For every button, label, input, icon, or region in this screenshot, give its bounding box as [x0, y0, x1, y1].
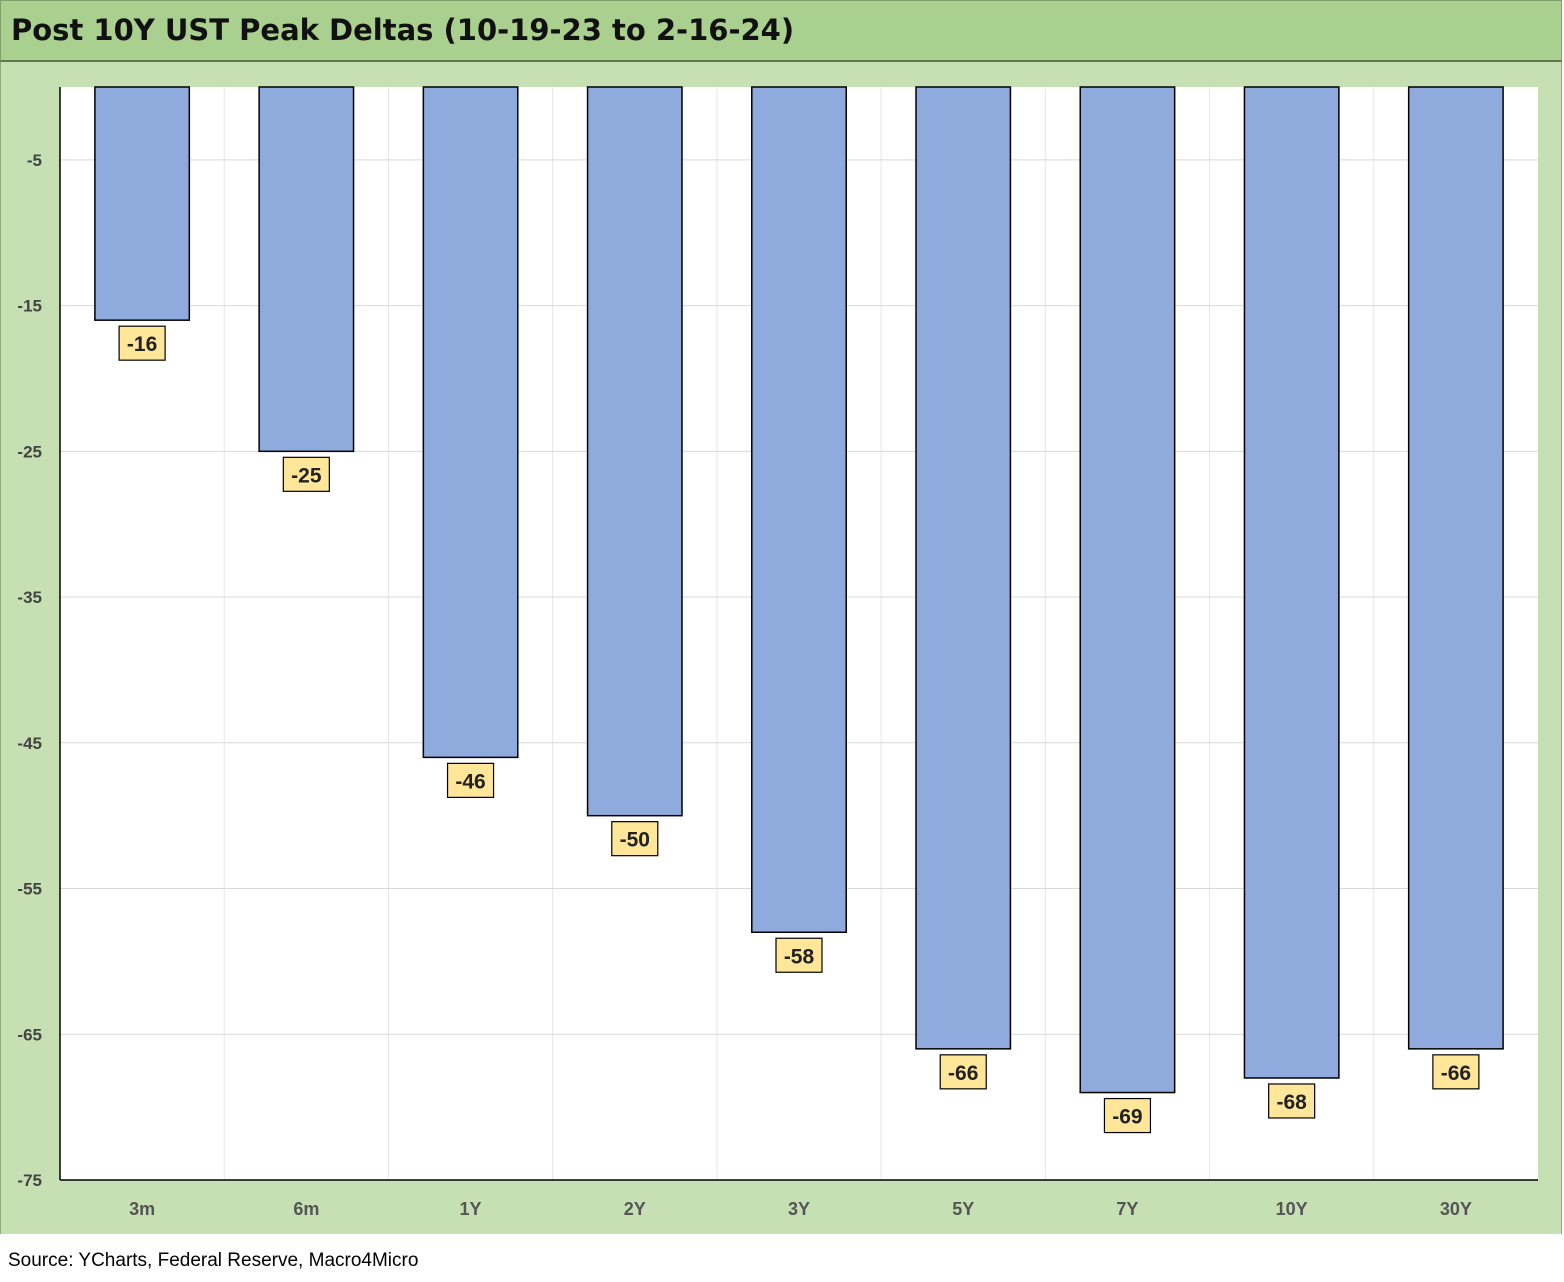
chart-title: Post 10Y UST Peak Deltas (10-19-23 to 2-…: [11, 13, 795, 47]
bar-2Y: [586, 86, 683, 817]
data-label-box: [282, 456, 330, 492]
y-axis: -5 -15 -25 -35 -45 -55 -65 -75: [17, 87, 1538, 1190]
data-label-3m: -16: [118, 325, 166, 361]
x-tick-label: 2Y: [624, 1199, 646, 1219]
x-axis: 3m 6m 1Y 2Y 3Y 5Y 7Y 10Y 30Y: [129, 1199, 1472, 1219]
data-labels: -16 -25 -46 -50 -58 -66 -69 -68 -66: [118, 325, 1480, 1134]
x-tick-label: 1Y: [460, 1199, 482, 1219]
data-label-box: [1103, 1097, 1152, 1134]
data-label-box: [939, 1054, 987, 1090]
bar-30Y: [1407, 86, 1504, 1050]
data-label-7Y: -69: [1103, 1097, 1152, 1134]
data-label-text: -68: [1276, 1091, 1307, 1114]
x-tick-label: 10Y: [1276, 1199, 1308, 1219]
y-tick-label: -35: [17, 588, 42, 607]
data-label-box: [1268, 1083, 1316, 1119]
data-label-2Y: -50: [611, 821, 659, 857]
bar-3Y: [751, 86, 847, 934]
data-label-30Y: -66: [1432, 1054, 1480, 1090]
data-label-box: [446, 762, 495, 798]
y-tick-label: -15: [17, 297, 42, 316]
bar-1Y: [422, 86, 519, 759]
data-label-box: [611, 821, 659, 857]
y-tick-label: -45: [17, 734, 42, 753]
bar-3m: [94, 86, 191, 321]
x-tick-label: 6m: [293, 1199, 319, 1219]
data-label-box: [775, 937, 823, 973]
data-label-box: [118, 325, 166, 361]
bar-5Y: [915, 86, 1012, 1050]
data-label-text: -16: [127, 333, 157, 356]
data-label-text: -66: [1441, 1062, 1471, 1085]
data-label-10Y: -68: [1268, 1083, 1316, 1119]
data-label-text: -69: [1112, 1106, 1142, 1129]
data-label-text: -66: [948, 1062, 978, 1085]
x-tick-label: 30Y: [1440, 1199, 1472, 1219]
x-tick-label: 7Y: [1116, 1199, 1138, 1219]
data-label-text: -50: [620, 829, 650, 852]
y-tick-label: -75: [17, 1171, 42, 1190]
y-tick-label: -55: [17, 880, 42, 899]
data-label-text: -25: [291, 464, 322, 487]
x-tick-label: 3Y: [788, 1199, 810, 1219]
data-label-1Y: -46: [446, 762, 495, 798]
x-tick-label: 3m: [129, 1199, 155, 1219]
y-tick-label: -65: [17, 1025, 42, 1044]
data-label-5Y: -66: [939, 1054, 987, 1090]
bar-10Y: [1243, 86, 1340, 1079]
title-bar: Post 10Y UST Peak Deltas (10-19-23 to 2-…: [0, 0, 1562, 62]
y-tick-label: -25: [17, 442, 42, 461]
data-label-6m: -25: [282, 456, 330, 492]
data-label-text: -46: [455, 770, 485, 793]
x-tick-label: 5Y: [952, 1199, 974, 1219]
bar-7Y: [1079, 86, 1176, 1094]
bars: [94, 86, 1504, 1094]
y-tick-label: -5: [27, 151, 42, 170]
data-label-box: [1432, 1054, 1480, 1090]
data-label-3Y: -58: [775, 937, 823, 973]
data-label-text: -58: [784, 945, 815, 968]
bar-6m: [258, 86, 355, 453]
bar-chart: -5-15-25-35-45-55-65-75 -16-25-46-50-58-…: [17, 86, 1538, 1219]
source-note: Source: YCharts, Federal Reserve, Macro4…: [8, 1250, 419, 1271]
